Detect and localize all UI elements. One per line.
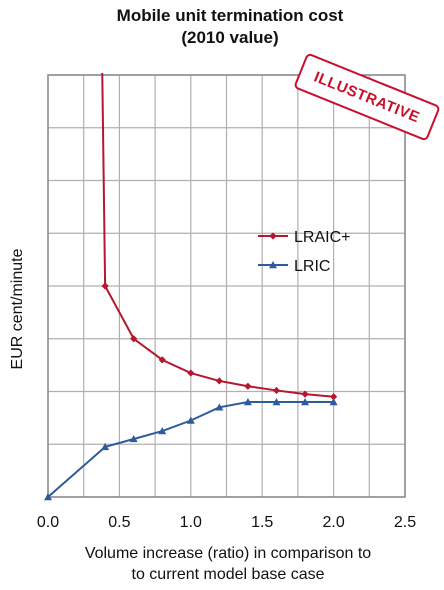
x-tick-label: 1.5 xyxy=(251,514,273,531)
data-point xyxy=(330,393,338,401)
series-line xyxy=(47,401,334,498)
data-point xyxy=(186,416,195,424)
data-point xyxy=(129,434,138,443)
data-point xyxy=(244,382,252,390)
data-point xyxy=(243,398,252,406)
y-axis-label: EUR cent/minute xyxy=(9,248,26,370)
data-point xyxy=(272,398,281,406)
x-tick-label: 0.0 xyxy=(37,514,59,531)
data-point xyxy=(101,282,109,290)
data-point xyxy=(158,427,167,435)
data-point xyxy=(215,377,223,385)
data-point xyxy=(44,493,52,501)
chart-title: Mobile unit termination cost xyxy=(116,6,344,25)
legend-marker xyxy=(269,232,277,240)
legend-marker xyxy=(269,261,277,269)
x-tick-label: 2.0 xyxy=(322,514,344,531)
data-point xyxy=(272,386,281,395)
x-tick-label: 2.5 xyxy=(394,514,416,531)
data-point xyxy=(329,398,338,406)
x-axis-label-line-1: Volume increase (ratio) in comparison to xyxy=(84,545,372,562)
data-point xyxy=(101,442,110,451)
series-line xyxy=(101,72,334,398)
legend-label: LRAIC+ xyxy=(294,229,350,246)
x-tick-label: 0.5 xyxy=(108,514,130,531)
data-point xyxy=(130,335,138,343)
legend-label: LRIC xyxy=(294,258,330,275)
x-axis-label-line-2: to current model base case xyxy=(131,566,325,583)
data-point xyxy=(301,390,309,398)
data-point xyxy=(215,403,224,411)
x-tick-label: 1.0 xyxy=(180,514,202,531)
data-point xyxy=(301,398,310,406)
data-point xyxy=(158,356,166,364)
chart-subtitle: (2010 value) xyxy=(181,28,279,47)
data-point xyxy=(187,369,195,377)
plot-frame xyxy=(47,74,406,498)
